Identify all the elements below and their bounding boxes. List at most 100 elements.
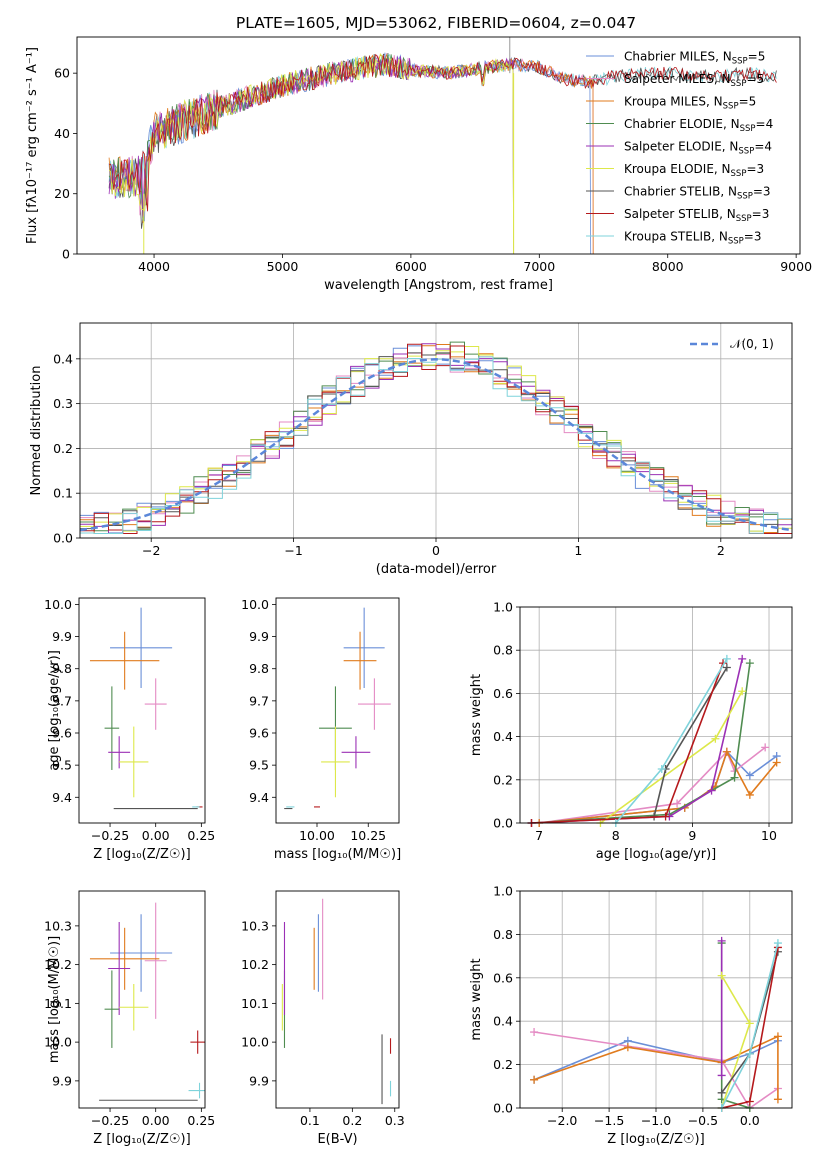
marker-plus (717, 936, 726, 945)
y-axis-label: mass weight (469, 958, 484, 1040)
x-tick-label: 0.2 (342, 1113, 362, 1128)
y-tick-label: 10.0 (44, 597, 72, 612)
x-axis-label: age [log₁₀(age/yr)] (596, 847, 717, 862)
marker-plus (745, 790, 754, 799)
x-tick-label: 0.1 (300, 1113, 320, 1128)
x-tick-label: −1.5 (594, 1113, 624, 1128)
x-tick-label: 7000 (523, 259, 555, 274)
marker-plus (738, 654, 747, 663)
axes-frame (275, 597, 400, 824)
marker-plus (745, 1049, 754, 1058)
x-tick-label: 6000 (395, 259, 427, 274)
x-tick-label: 1 (574, 543, 582, 558)
x-tick-label: −1.0 (641, 1113, 671, 1128)
plot-age-vs-mass: 10.00 10.25 9.4 9.5 9.6 9.7 9.8 9.9 10.0 mass [lo… (241, 597, 401, 862)
y-tick-label: 10.0 (241, 1035, 269, 1050)
marker-plus (530, 1028, 539, 1037)
legend-label: Kroupa MILES, NSSP=5 (624, 95, 756, 112)
x-tick-label: −2 (142, 543, 160, 558)
series-line (531, 662, 724, 823)
x-tick-label: 10.00 (299, 828, 335, 843)
x-tick-label: −0.25 (91, 828, 129, 843)
legend-label: Chabrier MILES, NSSP=5 (624, 50, 765, 67)
spectrum-line (108, 53, 594, 254)
x-tick-label: 5000 (267, 259, 299, 274)
marker-plus (717, 1071, 726, 1080)
y-axis-label: age [log₁₀(age/yr)] (47, 650, 62, 771)
x-tick-label: 0 (432, 543, 440, 558)
y-tick-label: 0 (62, 247, 70, 262)
x-axis-label: (data-model)/error (376, 562, 497, 577)
y-tick-label: 10.3 (44, 918, 72, 933)
y-tick-label: 9.9 (249, 629, 269, 644)
y-tick-label: 9.8 (52, 661, 72, 676)
legend-label: 𝒩(0, 1) (730, 337, 774, 351)
marker-plus (717, 971, 726, 980)
x-tick-label: 8 (612, 828, 620, 843)
marker-plus (530, 1075, 539, 1084)
y-tick-label: 10.2 (44, 957, 72, 972)
y-tick-label: 0.8 (493, 643, 513, 658)
marker-plus (661, 812, 670, 821)
plot-age-vs-Z: −0.25 0.00 0.25 9.4 9.5 9.6 9.7 9.8 9.9 10.0 Z [lo… (44, 597, 215, 862)
plot-massweight-vs-age: 7 8 9 10 0.0 0.2 0.4 0.6 0.8 1.0 age [log₁₀(age/yr… (469, 600, 793, 862)
y-tick-label: 0.2 (53, 441, 73, 456)
y-axis-label: Normed distribution (29, 366, 44, 496)
marker-plus (761, 743, 770, 752)
plot-massweight-vs-Z: −2.0 −1.5 −1.0 −0.5 0.0 0.0 0.2 0.4 0.6 0.8 1.0 Z [… (469, 884, 793, 1147)
axes-frame (78, 890, 206, 1109)
histogram-step (80, 346, 792, 534)
spectrum-line (108, 52, 592, 254)
marker-plus (773, 1032, 782, 1041)
axes-frame (519, 890, 793, 1109)
plot-mass-vs-ebv: 0.1 0.2 0.3 9.9 10.0 10.1 10.2 10.3 E(B-V) (241, 890, 405, 1147)
y-tick-label: 10.0 (241, 597, 269, 612)
legend-label: Chabrier STELIB, NSSP=3 (624, 185, 771, 202)
legend-label: Salpeter STELIB, NSSP=3 (624, 207, 769, 224)
y-tick-label: 40 (54, 126, 70, 141)
marker-plus (738, 687, 747, 696)
normal-curve (80, 358, 792, 532)
marker-plus (711, 734, 720, 743)
marker-plus (657, 765, 666, 773)
y-tick-label: 9.7 (52, 693, 72, 708)
y-tick-label: 9.9 (249, 1073, 269, 1088)
marker-plus (745, 1019, 754, 1028)
marker-plus (623, 1043, 632, 1052)
x-tick-label: 0.00 (142, 1113, 170, 1128)
y-axis-label: mass weight (469, 674, 484, 756)
spectrum-line (109, 53, 777, 212)
y-tick-label: 10.2 (241, 957, 269, 972)
y-tick-label: 0.1 (53, 486, 73, 501)
x-tick-label: 10.25 (350, 828, 386, 843)
marker-plus (773, 939, 782, 948)
y-tick-label: 0.2 (493, 1057, 513, 1072)
y-tick-label: 0.2 (493, 772, 513, 787)
x-tick-label: 8000 (652, 259, 684, 274)
plot-mass-vs-Z: −0.25 0.00 0.25 9.9 10.0 10.1 10.2 10.3 Z [log₁₀… (44, 890, 215, 1147)
x-axis-label: Z [log₁₀(Z/Z☉)] (93, 847, 190, 862)
legend-label: Salpeter MILES, NSSP=5 (624, 72, 764, 89)
axes-frame (78, 597, 206, 824)
x-tick-label: 0.25 (187, 828, 215, 843)
y-tick-label: 10.1 (241, 996, 269, 1011)
marker-plus (772, 758, 781, 767)
x-tick-label: −2.0 (547, 1113, 577, 1128)
x-tick-label: 9000 (780, 259, 812, 274)
spectrum-line (108, 53, 594, 254)
x-tick-label: 0.00 (142, 828, 170, 843)
y-tick-label: 0.6 (493, 686, 513, 701)
legend-label: Salpeter ELODIE, NSSP=4 (624, 140, 772, 157)
x-tick-label: −0.25 (91, 1113, 129, 1128)
plot-spectrum: 4000 5000 6000 7000 8000 9000 0 20 40 60 wavelengt… (25, 36, 812, 293)
x-tick-label: 0.0 (740, 1113, 760, 1128)
x-axis-label: mass [log₁₀(M/M☉)] (274, 847, 401, 862)
x-axis-label: Z [log₁₀(Z/Z☉)] (607, 1132, 704, 1147)
series-line (615, 658, 728, 823)
marker-plus (730, 773, 739, 782)
y-tick-label: 9.6 (249, 726, 269, 741)
y-tick-label: 9.8 (249, 661, 269, 676)
x-axis-label: Z [log₁₀(Z/Z☉)] (93, 1132, 190, 1147)
y-tick-label: 0.6 (493, 970, 513, 985)
